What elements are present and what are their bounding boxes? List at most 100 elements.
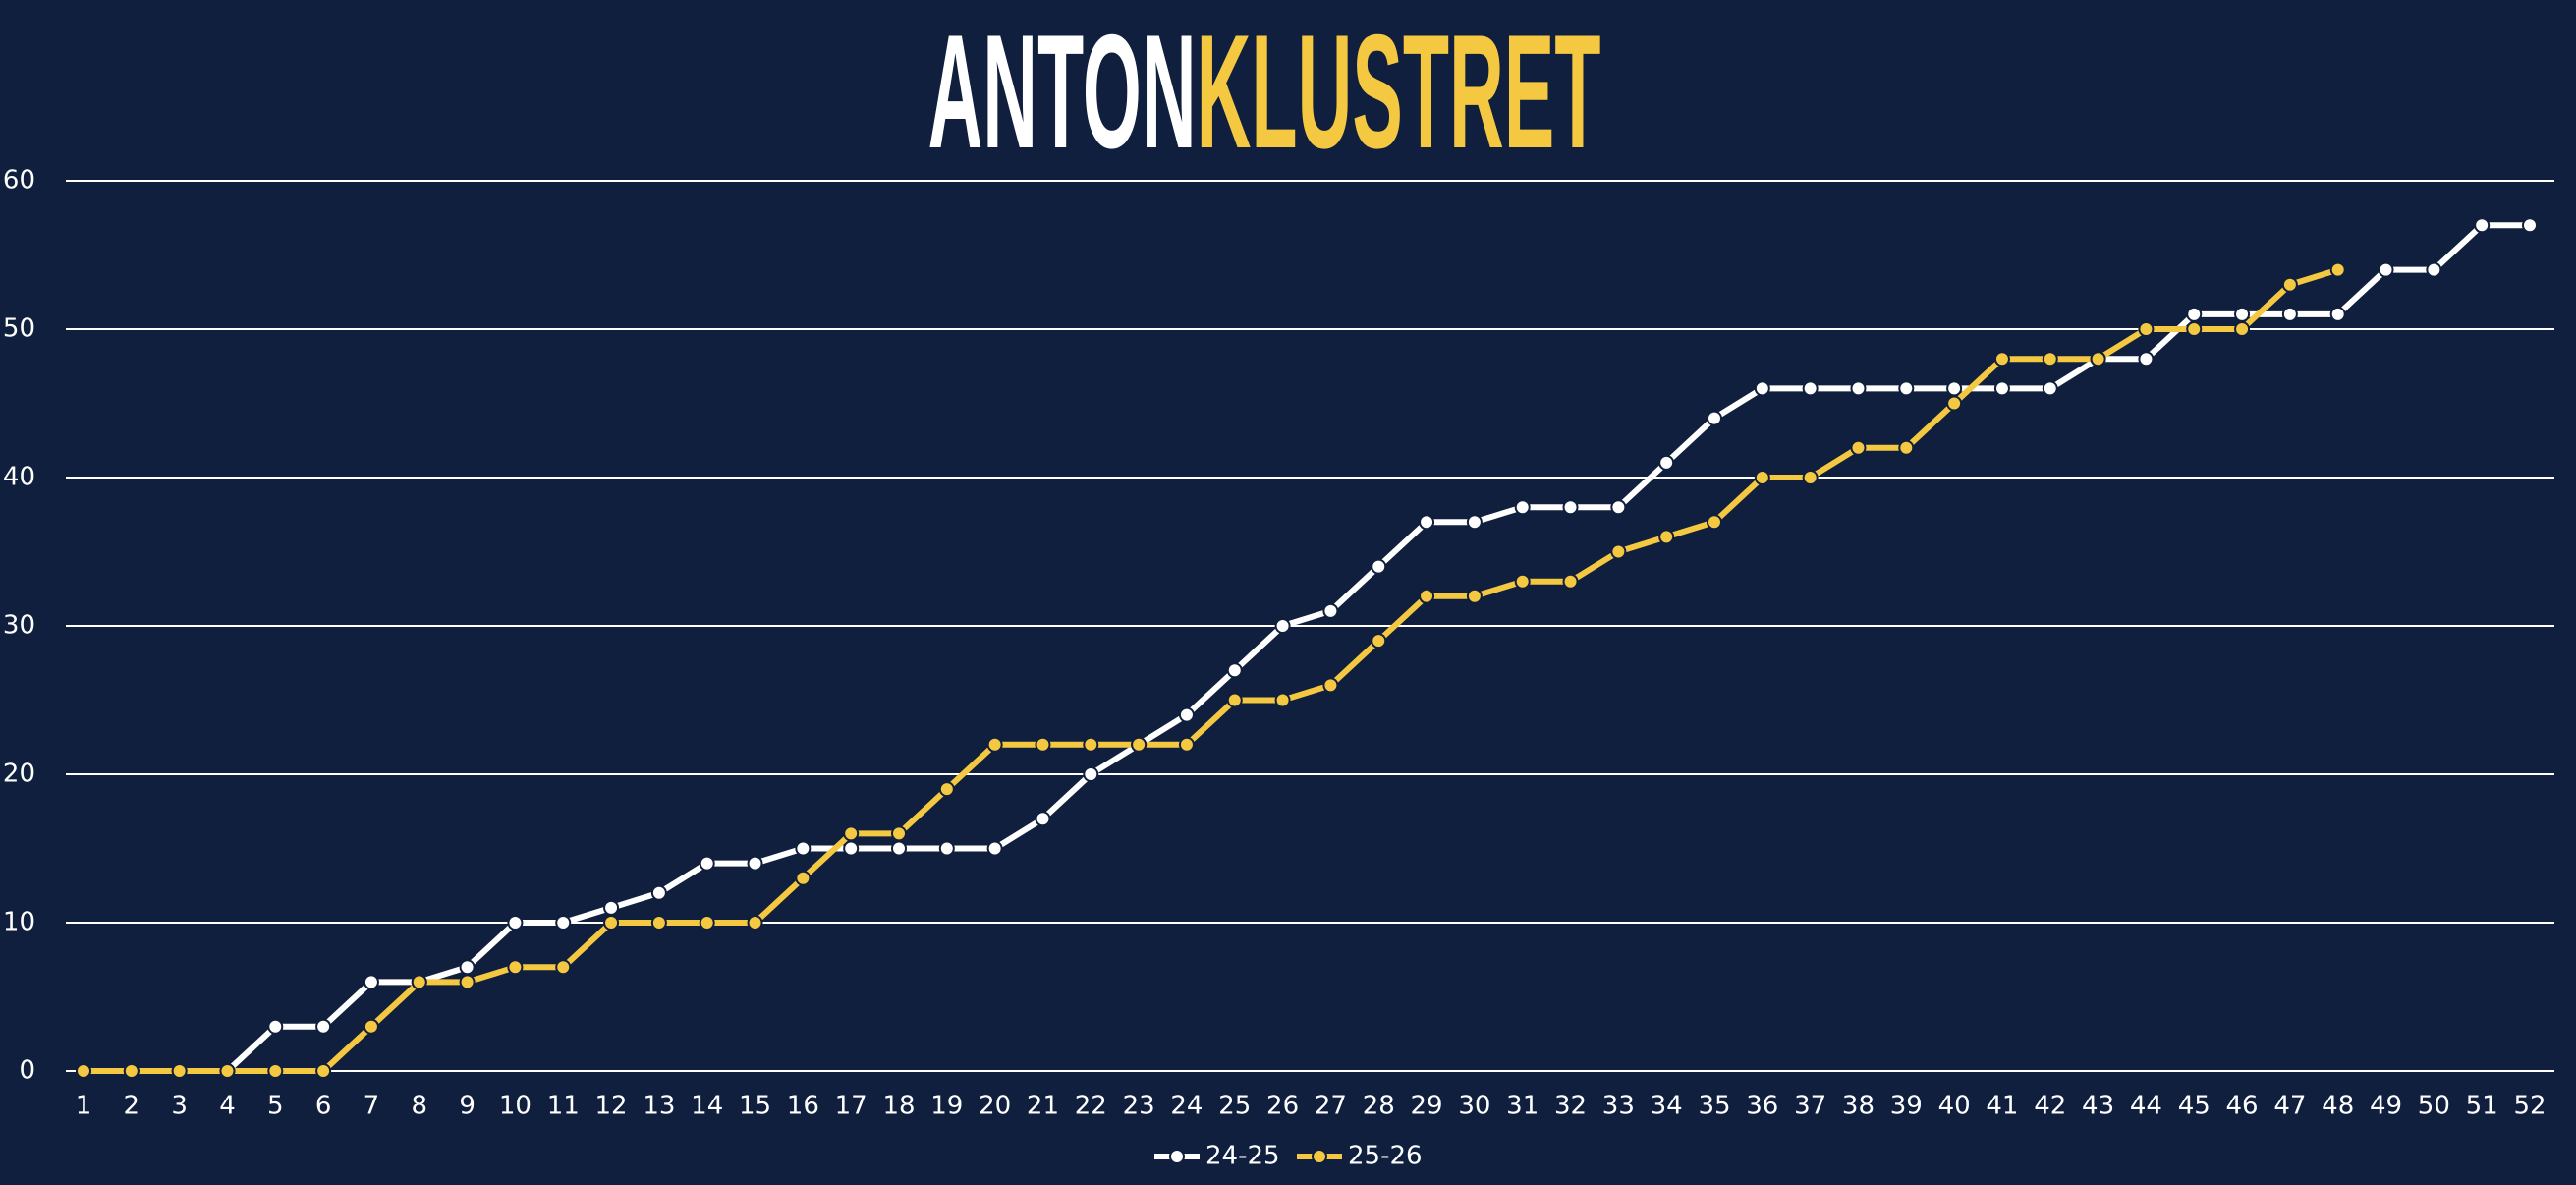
data-point	[1083, 736, 1099, 753]
data-point	[747, 915, 763, 931]
x-tick-label: 7	[364, 1092, 380, 1121]
data-point	[1610, 499, 1627, 516]
y-tick-label: 20	[3, 760, 35, 789]
chart-title: ANTONKLUSTRET	[928, 1, 1601, 182]
data-point	[938, 781, 955, 798]
y-tick-label: 40	[3, 463, 35, 492]
data-point	[1322, 677, 1339, 694]
x-tick-label: 24	[1170, 1092, 1203, 1121]
data-point	[2186, 321, 2203, 337]
x-tick-label: 35	[1698, 1092, 1730, 1121]
x-tick-label: 49	[2370, 1092, 2402, 1121]
data-point	[1131, 736, 1148, 753]
data-point	[1178, 706, 1195, 723]
x-tick-label: 9	[459, 1092, 476, 1121]
data-point	[2090, 351, 2106, 367]
data-point	[2522, 217, 2538, 234]
data-point	[2042, 351, 2058, 367]
x-tick-label: 43	[2082, 1092, 2114, 1121]
data-point	[267, 1063, 284, 1079]
x-tick-label: 40	[1938, 1092, 1971, 1121]
data-point	[603, 899, 620, 916]
x-tick-label: 22	[1075, 1092, 1107, 1121]
data-point	[986, 736, 1003, 753]
data-point	[650, 884, 667, 901]
data-point	[1658, 454, 1675, 471]
data-point	[507, 915, 524, 931]
x-tick-label: 6	[315, 1092, 332, 1121]
data-point	[1226, 662, 1243, 679]
legend-label: 25-26	[1348, 1142, 1423, 1171]
data-point	[2281, 306, 2298, 322]
data-point	[1419, 514, 1435, 531]
x-tick-label: 25	[1218, 1092, 1251, 1121]
series-line	[84, 222, 2530, 1074]
data-point	[2138, 351, 2155, 367]
data-point	[1178, 736, 1195, 753]
legend: 24-25 25-26	[1154, 1142, 1423, 1171]
data-point	[986, 840, 1003, 857]
data-point	[1035, 736, 1051, 753]
x-tick-label: 46	[2226, 1092, 2259, 1121]
data-point	[1083, 766, 1099, 782]
x-tick-label: 27	[1315, 1092, 1347, 1121]
x-tick-label: 5	[267, 1092, 284, 1121]
data-point	[1514, 573, 1531, 590]
x-tick-label: 15	[739, 1092, 771, 1121]
title-part: KLUSTRET	[1197, 1, 1601, 182]
x-tick-label: 26	[1266, 1092, 1299, 1121]
data-point	[891, 840, 907, 857]
data-point	[1707, 410, 1722, 426]
data-point	[2186, 306, 2203, 322]
x-tick-label: 38	[1842, 1092, 1875, 1121]
data-point	[1898, 380, 1915, 397]
data-point	[1274, 618, 1291, 634]
data-point	[1035, 811, 1051, 827]
data-point	[1802, 380, 1819, 397]
data-point	[1707, 514, 1722, 531]
title-part: ANTON	[928, 1, 1197, 182]
data-point	[699, 855, 715, 872]
x-tick-label: 13	[643, 1092, 675, 1121]
data-point	[76, 1063, 91, 1079]
data-point	[2474, 217, 2491, 234]
x-tick-label: 18	[882, 1092, 915, 1121]
y-tick-label: 0	[19, 1056, 35, 1086]
x-tick-label: 31	[1506, 1092, 1539, 1121]
x-tick-label: 23	[1123, 1092, 1155, 1121]
x-tick-label: 50	[2418, 1092, 2450, 1121]
data-point	[1802, 470, 1819, 485]
data-point	[1466, 588, 1483, 604]
data-point	[747, 855, 763, 872]
x-tick-label: 20	[979, 1092, 1011, 1121]
y-tick-label: 60	[3, 166, 35, 196]
data-point	[555, 915, 572, 931]
x-tick-label: 42	[2034, 1092, 2066, 1121]
data-point	[1993, 380, 2010, 397]
x-tick-label: 48	[2322, 1092, 2354, 1121]
data-point	[459, 959, 476, 976]
x-tick-label: 51	[2466, 1092, 2498, 1121]
data-point	[267, 1018, 284, 1035]
data-point	[1371, 633, 1387, 649]
data-point	[171, 1063, 188, 1079]
data-point	[938, 840, 955, 857]
x-tick-label: 32	[1554, 1092, 1587, 1121]
x-tick-label: 28	[1363, 1092, 1395, 1121]
data-point	[795, 840, 812, 857]
x-tick-label: 34	[1651, 1092, 1683, 1121]
legend-label: 24-25	[1205, 1142, 1280, 1171]
data-point	[123, 1063, 140, 1079]
x-tick-label: 33	[1602, 1092, 1635, 1121]
data-point	[1466, 514, 1483, 531]
data-point	[507, 959, 524, 976]
data-point	[650, 915, 667, 931]
x-tick-label: 11	[547, 1092, 580, 1121]
x-tick-label: 12	[595, 1092, 628, 1121]
data-point	[1419, 588, 1435, 604]
data-point	[2281, 276, 2298, 293]
x-tick-label: 44	[2130, 1092, 2162, 1121]
